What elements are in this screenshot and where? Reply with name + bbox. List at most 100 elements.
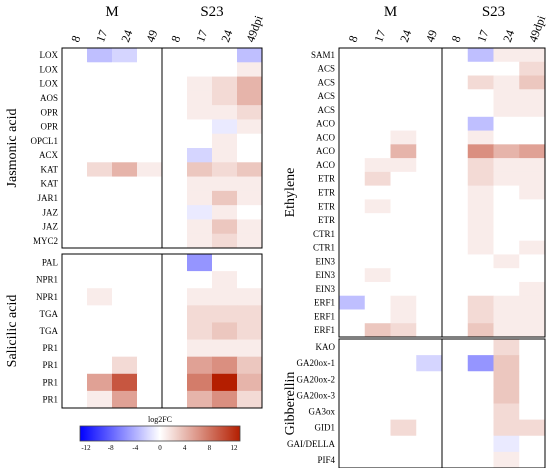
heatmap-cell — [416, 451, 443, 468]
heatmap-cell — [493, 116, 520, 131]
gene-label: GID1 — [315, 423, 336, 433]
heatmap-cell — [87, 90, 113, 106]
gene-label: OPCL1 — [30, 136, 58, 146]
heatmap-cell — [62, 133, 88, 149]
heatmap-cell — [62, 271, 88, 289]
heatmap-cell — [364, 419, 391, 437]
heatmap-cell — [212, 148, 238, 163]
heatmap-cell — [187, 133, 213, 149]
heatmap-cell — [493, 403, 520, 421]
heatmap-cell — [390, 144, 417, 159]
gene-label: OPR — [40, 107, 58, 117]
column-label: 49 — [143, 28, 160, 44]
heatmap-cell — [339, 371, 366, 388]
column-label: 24 — [500, 28, 517, 44]
heatmap-cell — [162, 176, 188, 192]
heatmap-cell — [212, 233, 238, 249]
heatmap-cell — [442, 213, 469, 228]
heatmap-cell — [112, 105, 138, 120]
heatmap-cell — [390, 116, 417, 131]
column-label: 8 — [449, 34, 464, 44]
gene-label: PR1 — [42, 377, 58, 387]
gene-label: SAM1 — [311, 50, 335, 60]
heatmap-cell — [493, 61, 520, 76]
colorbar-tick: -4 — [132, 444, 138, 452]
heatmap-cell — [237, 133, 263, 149]
colorbar: log2FC -12 -8 -4 0 4 8 12 — [79, 415, 241, 452]
heatmap-cell — [364, 295, 391, 310]
heatmap-cell — [237, 356, 263, 375]
heatmap-cell — [390, 171, 417, 187]
heatmap-cell — [112, 322, 138, 340]
heatmap-cell — [519, 451, 546, 468]
heatmap-cell — [112, 90, 138, 106]
heatmap-cell — [416, 387, 443, 404]
heatmap-cell — [467, 435, 494, 453]
heatmap-cell — [137, 322, 163, 340]
heatmap-cell — [212, 373, 238, 392]
heatmap-cell — [442, 226, 469, 242]
heatmap-cell — [162, 62, 188, 77]
heatmap-cell — [364, 403, 391, 421]
heatmap-cell — [364, 371, 391, 388]
heatmap-cell — [339, 185, 366, 200]
heatmap-cell — [519, 144, 546, 159]
gene-label: ACO — [316, 132, 336, 142]
heatmap-cell — [339, 268, 366, 283]
heatmap-cell — [137, 356, 163, 375]
gene-label: PIF4 — [317, 455, 335, 465]
heatmap-cell — [442, 116, 469, 131]
heatmap-cell — [519, 281, 546, 297]
heatmap-cell — [137, 148, 163, 163]
gene-label: GA3ox — [309, 407, 336, 417]
heatmap-cell — [416, 295, 443, 310]
heatmap-cell — [493, 355, 520, 372]
column-label: 49dpi — [526, 13, 549, 44]
heatmap-cell — [467, 254, 494, 269]
heatmap-cell — [467, 130, 494, 145]
heatmap-cell — [416, 339, 443, 356]
heatmap-cell — [416, 144, 443, 159]
heatmap-cell — [137, 105, 163, 120]
heatmap-cell — [390, 103, 417, 118]
heatmap-cell — [493, 268, 520, 283]
heatmap-cell — [442, 61, 469, 76]
heatmap-cell — [493, 371, 520, 388]
heatmap-cell — [519, 309, 546, 324]
heatmap-cell — [87, 390, 113, 409]
heatmap-cell — [364, 103, 391, 118]
heatmap-cell — [339, 116, 366, 131]
heatmap-cell — [339, 171, 366, 187]
heatmap-cell — [416, 355, 443, 372]
heatmap-cell — [416, 226, 443, 242]
heatmap-cell — [187, 339, 213, 358]
heatmap-cell — [493, 281, 520, 297]
gene-label: GA20ox-2 — [297, 374, 336, 384]
heatmap-cell — [493, 240, 520, 255]
heatmap-cell — [416, 281, 443, 297]
heatmap-cell — [339, 309, 366, 324]
heatmap-cell — [390, 268, 417, 283]
heatmap-cell — [339, 61, 366, 76]
heatmap-cell — [212, 322, 238, 340]
heatmap-cell — [467, 103, 494, 118]
heatmap-cell — [467, 339, 494, 356]
heatmap-cell — [162, 233, 188, 249]
heatmap-cell — [364, 75, 391, 90]
heatmap-cell — [519, 130, 546, 145]
gene-label: EIN3 — [316, 270, 336, 280]
heatmap-cell — [364, 323, 391, 338]
heatmap-cell — [137, 190, 163, 206]
heatmap-cell — [416, 48, 443, 63]
heatmap-cell — [493, 451, 520, 468]
heatmap-cell — [212, 48, 238, 63]
heatmap-cell — [416, 185, 443, 200]
heatmap-cell — [212, 90, 238, 106]
heatmap-cell — [237, 76, 263, 92]
heatmap-cell — [390, 185, 417, 200]
colorbar-tick: 4 — [183, 444, 187, 452]
heatmap-cell — [339, 103, 366, 118]
heatmap-cell — [237, 176, 263, 192]
heatmap-cell — [519, 254, 546, 269]
heatmap-cell — [137, 390, 163, 409]
